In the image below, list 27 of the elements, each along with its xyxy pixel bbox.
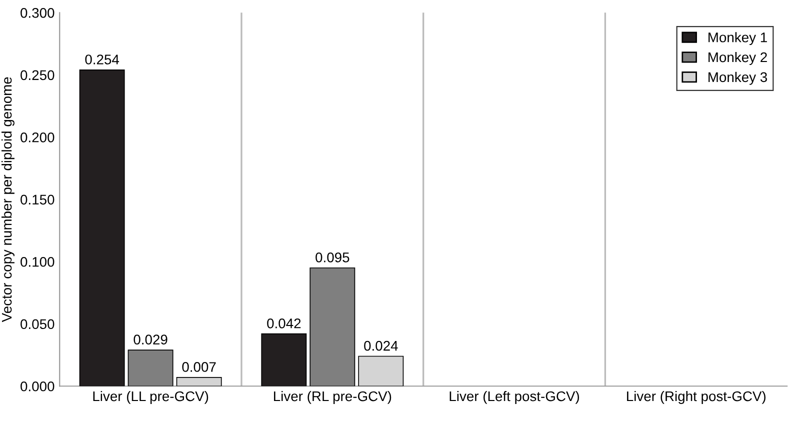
legend-label: Monkey 3	[708, 72, 767, 85]
y-axis-title: Vector copy number per diploid genome	[2, 77, 14, 322]
y-tick-label: 0.200	[20, 132, 54, 142]
bar	[358, 356, 404, 386]
data-label: 0.029	[134, 334, 168, 345]
bar	[261, 333, 307, 386]
y-tick-label: 0.000	[20, 381, 54, 392]
data-label: 0.007	[182, 362, 216, 372]
y-tick-label: 0.100	[20, 256, 54, 267]
bar	[176, 376, 222, 386]
bar	[310, 267, 356, 386]
data-label: 0.254	[85, 54, 120, 64]
x-tick-label: Liver (Left post-GCV)	[450, 390, 580, 404]
y-tick-label: 0.250	[20, 70, 54, 80]
data-label: 0.042	[267, 318, 301, 328]
x-tick-label: Liver (Right post-GCV)	[627, 390, 766, 404]
data-label: 0.095	[316, 252, 350, 262]
bar	[128, 350, 174, 386]
y-tick-label: 0.150	[20, 194, 54, 205]
x-tick-label: Liver (LL pre-GCV)	[93, 390, 208, 404]
legend-label: Monkey 1	[708, 32, 767, 46]
y-tick-label: 0.300	[20, 8, 54, 18]
y-tick-label: 0.050	[20, 319, 54, 330]
bar	[79, 70, 125, 386]
x-tick-label: Liver (RL pre-GCV)	[274, 390, 392, 404]
data-label: 0.024	[364, 340, 398, 351]
legend-label: Monkey 2	[708, 52, 767, 65]
